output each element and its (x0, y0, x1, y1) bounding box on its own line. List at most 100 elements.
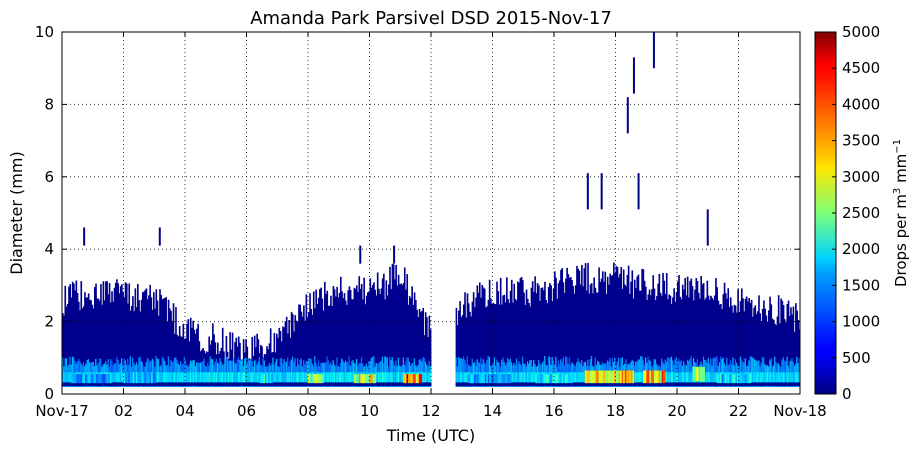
dsd-bin-floor (210, 382, 213, 387)
dsd-spike (637, 173, 640, 210)
dsd-bin-floor (711, 382, 714, 387)
dsd-column (610, 275, 613, 387)
dsd-column (298, 304, 300, 387)
dsd-band-low (777, 372, 780, 383)
dsd-band-low (232, 372, 235, 383)
dsd-band-low (181, 372, 183, 383)
dsd-hotspot-cell (105, 374, 107, 384)
dsd-bin-floor (205, 382, 208, 387)
dsd-band-low (579, 372, 582, 383)
dsd-band-low (216, 372, 219, 383)
dsd-column (472, 292, 475, 387)
dsd-bin-floor (565, 382, 567, 387)
dsd-hotspot-cell (417, 374, 419, 384)
dsd-column (429, 329, 432, 387)
dsd-bin-floor (784, 382, 786, 387)
dsd-hotspot-cell (72, 374, 75, 384)
dsd-bin-floor (326, 382, 329, 387)
dsd-bin-floor (597, 382, 599, 387)
dsd-band-low (341, 372, 343, 383)
dsd-column (182, 323, 185, 387)
dsd-bin-floor (65, 382, 68, 387)
dsd-bin-floor (375, 382, 378, 387)
y-axis-label: Diameter (mm) (7, 151, 26, 274)
dsd-bin-floor (354, 382, 357, 387)
dsd-column (482, 287, 485, 387)
dsd-hotspot-cell (627, 370, 630, 384)
dsd-bin-floor (338, 382, 341, 387)
dsd-band-low (160, 372, 163, 383)
dsd-band-low (581, 372, 583, 383)
dsd-bin-floor (683, 382, 685, 387)
dsd-column (295, 320, 298, 387)
dsd-column (541, 287, 544, 387)
dsd-bin-floor (686, 382, 689, 387)
dsd-bin-floor (791, 382, 794, 387)
dsd-column (348, 286, 351, 387)
dsd-bin-floor (566, 382, 568, 387)
dsd-band-low (301, 372, 304, 383)
dsd-hotspot-cell (100, 374, 103, 384)
dsd-bin-floor (82, 382, 85, 387)
dsd-band-low (582, 372, 584, 383)
dsd-band-low (215, 372, 218, 383)
dsd-band-low (707, 372, 710, 383)
dsd-column (87, 293, 90, 387)
dsd-band-low (251, 372, 254, 383)
dsd-hotspot-cell (743, 374, 745, 384)
dsd-band-low (389, 372, 391, 383)
dsd-column (592, 293, 594, 387)
dsd-bin-floor (384, 382, 386, 387)
dsd-band-low (791, 372, 794, 383)
dsd-spike (158, 227, 161, 246)
dsd-band-low (390, 372, 393, 383)
x-tick-label: 14 (483, 402, 502, 420)
dsd-bin-floor (149, 382, 151, 387)
dsd-band-low (684, 372, 687, 383)
colorbar-tick-label: 3500 (842, 132, 880, 150)
dsd-bin-floor (214, 382, 217, 387)
dsd-bin-floor (262, 382, 265, 387)
dsd-band-low (674, 372, 677, 383)
dsd-bin-floor (464, 382, 466, 387)
dsd-band-mid (774, 356, 776, 387)
dsd-hotspot-cell (696, 366, 699, 382)
dsd-band-low (708, 372, 711, 383)
dsd-column (784, 319, 786, 387)
dsd-bin-floor (351, 382, 353, 387)
dsd-band-mid (69, 356, 72, 387)
dsd-bin-floor (722, 382, 725, 387)
dsd-column (367, 292, 369, 387)
dsd-hotspot-cell (85, 374, 87, 384)
dsd-column (145, 288, 148, 387)
dsd-bin-floor (645, 382, 647, 387)
dsd-column (178, 326, 181, 387)
dsd-column (765, 315, 768, 387)
dsd-column (669, 295, 672, 387)
dsd-column (486, 306, 488, 387)
dsd-column (504, 302, 507, 387)
dsd-column (68, 286, 70, 387)
dsd-hotspot-cell (97, 374, 100, 384)
dsd-column (464, 292, 466, 387)
dsd-column (546, 303, 549, 387)
dsd-bin-floor (599, 382, 602, 387)
dsd-bin-floor (560, 382, 562, 387)
dsd-column (560, 269, 562, 387)
dsd-bin-floor (387, 382, 390, 387)
dsd-column (90, 300, 92, 387)
dsd-bin-floor (692, 382, 695, 387)
dsd-bin-floor (557, 382, 560, 387)
dsd-hotspot-cell (106, 374, 109, 384)
dsd-band-low (330, 372, 332, 383)
dsd-column (343, 293, 346, 387)
dsd-column (558, 280, 561, 387)
dsd-column (309, 293, 311, 387)
dsd-column (304, 320, 306, 387)
dsd-column (105, 281, 107, 387)
dsd-band-low (306, 372, 309, 383)
dsd-band-mid (225, 356, 228, 387)
dsd-band-low (186, 372, 188, 383)
dsd-bin-floor (774, 382, 776, 387)
dsd-bin-floor (513, 382, 516, 387)
